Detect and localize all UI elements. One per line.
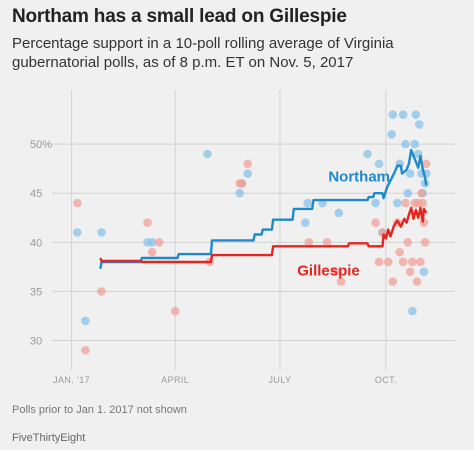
northam-poll-dot — [411, 110, 421, 119]
gillespie-poll-dot — [401, 198, 410, 208]
northam-poll-dot — [408, 306, 417, 316]
northam-series-label: Northam — [328, 168, 390, 185]
source-credit: FiveThirtyEight — [12, 432, 86, 444]
y-tick-label: 35 — [30, 286, 42, 298]
gillespie-poll-dot — [405, 267, 415, 277]
northam-poll-dot — [303, 198, 312, 208]
northam-poll-dot — [97, 228, 106, 237]
northam-poll-dot — [398, 110, 408, 119]
gillespie-poll-dot — [336, 277, 346, 286]
x-tick-label: OCT. — [375, 375, 397, 385]
average-lines — [99, 148, 428, 269]
gillespie-poll-dot — [398, 257, 408, 267]
gillespie-poll-dot — [154, 238, 164, 247]
gillespie-poll-dot — [304, 238, 314, 247]
poll-dots — [73, 110, 431, 355]
northam-poll-dot — [243, 169, 253, 178]
gillespie-poll-dot — [97, 287, 106, 296]
northam-poll-dot — [235, 188, 244, 198]
gillespie-average-line — [99, 206, 428, 264]
northam-poll-dot — [363, 149, 372, 159]
northam-poll-dot — [415, 120, 424, 129]
northam-poll-dot — [405, 169, 415, 178]
northam-poll-dot — [374, 159, 384, 169]
northam-poll-dot — [393, 198, 402, 208]
gillespie-poll-dot — [420, 238, 430, 247]
northam-poll-dot — [203, 149, 212, 159]
northam-poll-dot — [371, 198, 380, 208]
gillespie-poll-dot — [143, 218, 152, 227]
gillespie-series-label: Gillespie — [297, 263, 360, 280]
northam-poll-dot — [387, 129, 396, 139]
gillespie-poll-dot — [374, 257, 384, 267]
northam-poll-dot — [419, 267, 429, 277]
gillespie-poll-dot — [73, 198, 82, 208]
northam-poll-dot — [403, 188, 413, 198]
x-tick-label: JULY — [269, 375, 292, 385]
x-tick-label: APRIL — [161, 375, 189, 385]
northam-poll-dot — [410, 139, 420, 149]
gillespie-poll-dot — [408, 257, 417, 267]
northam-poll-dot — [147, 238, 157, 247]
gillespie-poll-dot — [416, 257, 425, 267]
x-tick-label: JAN. '17 — [53, 375, 90, 385]
northam-poll-dot — [334, 208, 344, 218]
gillespie-poll-dot — [322, 238, 332, 247]
northam-poll-dot — [81, 316, 90, 326]
gillespie-poll-dot — [421, 159, 431, 169]
y-tick-label: 40 — [30, 237, 42, 249]
gillespie-poll-dot — [403, 238, 413, 247]
series-labels: Northam Gillespie — [297, 168, 390, 279]
footnote: Polls prior to Jan 1. 2017 not shown — [12, 404, 187, 416]
gillespie-poll-dot — [237, 179, 247, 188]
gillespie-poll-dot — [371, 218, 380, 227]
gillespie-poll-dot — [81, 346, 90, 355]
y-tick-label: 30 — [30, 336, 42, 348]
northam-poll-dot — [401, 139, 410, 149]
y-tick-label: 50% — [30, 139, 52, 151]
gillespie-poll-dot — [388, 277, 398, 286]
gillespie-poll-dot — [383, 257, 393, 267]
chart-title: Northam has a small lead on Gillespie — [12, 6, 347, 27]
gillespie-poll-dot — [170, 306, 180, 316]
gillespie-poll-dot — [330, 267, 340, 277]
chart-subtitle: Percentage support in a 10-poll rolling … — [12, 35, 394, 71]
gillespie-poll-dot — [412, 277, 422, 286]
northam-poll-dot — [73, 228, 82, 237]
northam-poll-dot — [301, 218, 310, 227]
gillespie-poll-dot — [243, 159, 253, 169]
gillespie-poll-dot — [417, 188, 426, 198]
northam-average-line — [99, 148, 428, 269]
gillespie-poll-dot — [147, 247, 157, 257]
y-tick-label: 45 — [30, 188, 42, 200]
gillespie-poll-dot — [418, 198, 428, 208]
gillespie-poll-dot — [395, 247, 405, 257]
northam-poll-dot — [388, 110, 398, 119]
